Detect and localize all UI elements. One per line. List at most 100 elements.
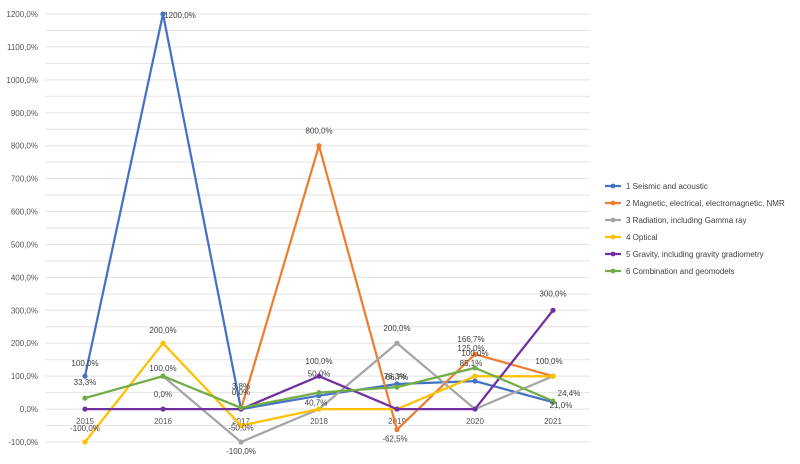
x-tick-label: 2015: [76, 417, 94, 426]
data-label: -50,0%: [228, 424, 253, 433]
data-point: [160, 373, 166, 379]
data-point: [160, 340, 166, 346]
data-point: [82, 406, 88, 412]
y-axis-ticks: -100,0% 0,0% 100,0% 200,0% 300,0% 400,0% 500,0…: [6, 10, 38, 447]
data-point: [160, 11, 166, 17]
data-point: [472, 406, 478, 412]
data-label: 40,7%: [305, 399, 328, 408]
data-label: 100,0%: [149, 364, 176, 373]
data-point: [550, 307, 556, 313]
data-label: 200,0%: [149, 326, 176, 335]
y-tick-label: 500,0%: [11, 240, 38, 249]
data-point: [316, 373, 322, 379]
data-label: 800,0%: [305, 127, 332, 136]
y-tick-label: 100,0%: [11, 372, 38, 381]
data-point: [316, 390, 322, 396]
data-labels: 100,0% 1200,0% 40,7% 76,3% 85,1% 21,0% 0,0% 800…: [70, 11, 580, 456]
data-label: 200,0%: [383, 324, 410, 333]
data-point: [316, 406, 322, 412]
legend-marker-icon: [610, 251, 616, 257]
y-tick-label: 1200,0%: [6, 10, 38, 19]
data-point: [472, 373, 478, 379]
data-point: [472, 365, 478, 371]
y-tick-label: 400,0%: [11, 273, 38, 282]
legend-label: 3 Radiation, including Gamma ray: [626, 216, 747, 225]
data-point: [550, 398, 556, 404]
legend-marker-icon: [610, 217, 616, 223]
x-tick-label: 2016: [154, 417, 172, 426]
legend-item: 4 Optical: [605, 233, 658, 242]
data-point: [472, 378, 478, 384]
y-tick-label: 0,0%: [20, 405, 38, 414]
data-label: 100,0%: [71, 359, 98, 368]
legend-item: 3 Radiation, including Gamma ray: [605, 216, 747, 225]
data-point: [238, 439, 244, 445]
legend-item: 2 Magnetic, electrical, electromagnetic,…: [605, 199, 785, 208]
data-label: 100,0%: [305, 357, 332, 366]
legend-marker-icon: [610, 183, 616, 189]
legend: 1 Seismic and acoustic 2 Magnetic, electr…: [605, 182, 785, 276]
data-point: [82, 439, 88, 445]
data-point: [394, 406, 400, 412]
data-label: 100,0%: [461, 349, 488, 358]
legend-label: 4 Optical: [626, 233, 658, 242]
legend-item: 1 Seismic and acoustic: [605, 182, 708, 191]
x-tick-label: 2021: [544, 417, 562, 426]
data-point: [160, 406, 166, 412]
data-point: [238, 422, 244, 429]
data-label: 100,0%: [535, 357, 562, 366]
data-point: [316, 143, 322, 149]
series-line: [162, 342, 554, 444]
y-tick-label: 900,0%: [11, 109, 38, 118]
series-6: [82, 365, 556, 411]
series-lines: [82, 11, 556, 445]
y-tick-label: 800,0%: [11, 142, 38, 151]
legend-marker-icon: [610, 200, 616, 206]
data-label: -100,0%: [226, 447, 256, 456]
data-label: 1200,0%: [164, 11, 196, 20]
y-tick-label: 200,0%: [11, 339, 38, 348]
legend-marker-icon: [610, 268, 616, 274]
x-tick-label: 2017: [232, 417, 250, 426]
data-label: -62,5%: [382, 435, 407, 444]
data-label: 24,4%: [558, 389, 581, 398]
x-tick-label: 2019: [388, 417, 406, 426]
x-tick-label: 2018: [310, 417, 328, 426]
data-label: 125,0%: [457, 344, 484, 353]
gridlines: [45, 13, 590, 443]
data-label: 66,7%: [386, 373, 409, 382]
data-label: 85,1%: [460, 359, 483, 368]
data-point: [472, 351, 478, 357]
y-tick-label: 300,0%: [11, 306, 38, 315]
data-label: 21,0%: [550, 401, 573, 410]
legend-item: 6 Combination and geomodels: [605, 267, 735, 276]
data-point: [82, 395, 88, 401]
y-tick-label: 1100,0%: [7, 43, 38, 52]
data-label: 33,3%: [74, 378, 97, 387]
legend-label: 6 Combination and geomodels: [626, 267, 735, 276]
x-axis-ticks: 2015 2016 2017 2018 2019 2020 2021: [76, 417, 562, 426]
y-tick-label: -100,0%: [8, 438, 38, 447]
legend-label: 1 Seismic and acoustic: [626, 182, 708, 191]
data-point: [394, 384, 400, 390]
data-label: 76,3%: [384, 372, 407, 381]
legend-marker-icon: [610, 234, 616, 240]
data-point: [550, 373, 556, 379]
x-tick-label: 2020: [466, 417, 484, 426]
data-label: 300,0%: [539, 289, 566, 298]
data-label: 0,0%: [232, 388, 250, 397]
legend-label: 2 Magnetic, electrical, electromagnetic,…: [626, 199, 785, 208]
data-label: 3,8%: [232, 382, 250, 391]
data-point: [394, 340, 400, 346]
y-tick-label: 600,0%: [11, 208, 38, 217]
legend-item: 5 Gravity, including gravity gradiometry: [605, 250, 764, 259]
data-label: 50,0%: [308, 370, 331, 379]
data-point: [82, 373, 88, 379]
y-tick-label: 1000,0%: [6, 76, 38, 85]
data-point: [394, 427, 400, 433]
data-label: 166,7%: [457, 335, 484, 344]
data-point: [238, 405, 244, 411]
data-label: -100,0%: [70, 424, 100, 433]
y-tick-label: 700,0%: [11, 175, 38, 184]
